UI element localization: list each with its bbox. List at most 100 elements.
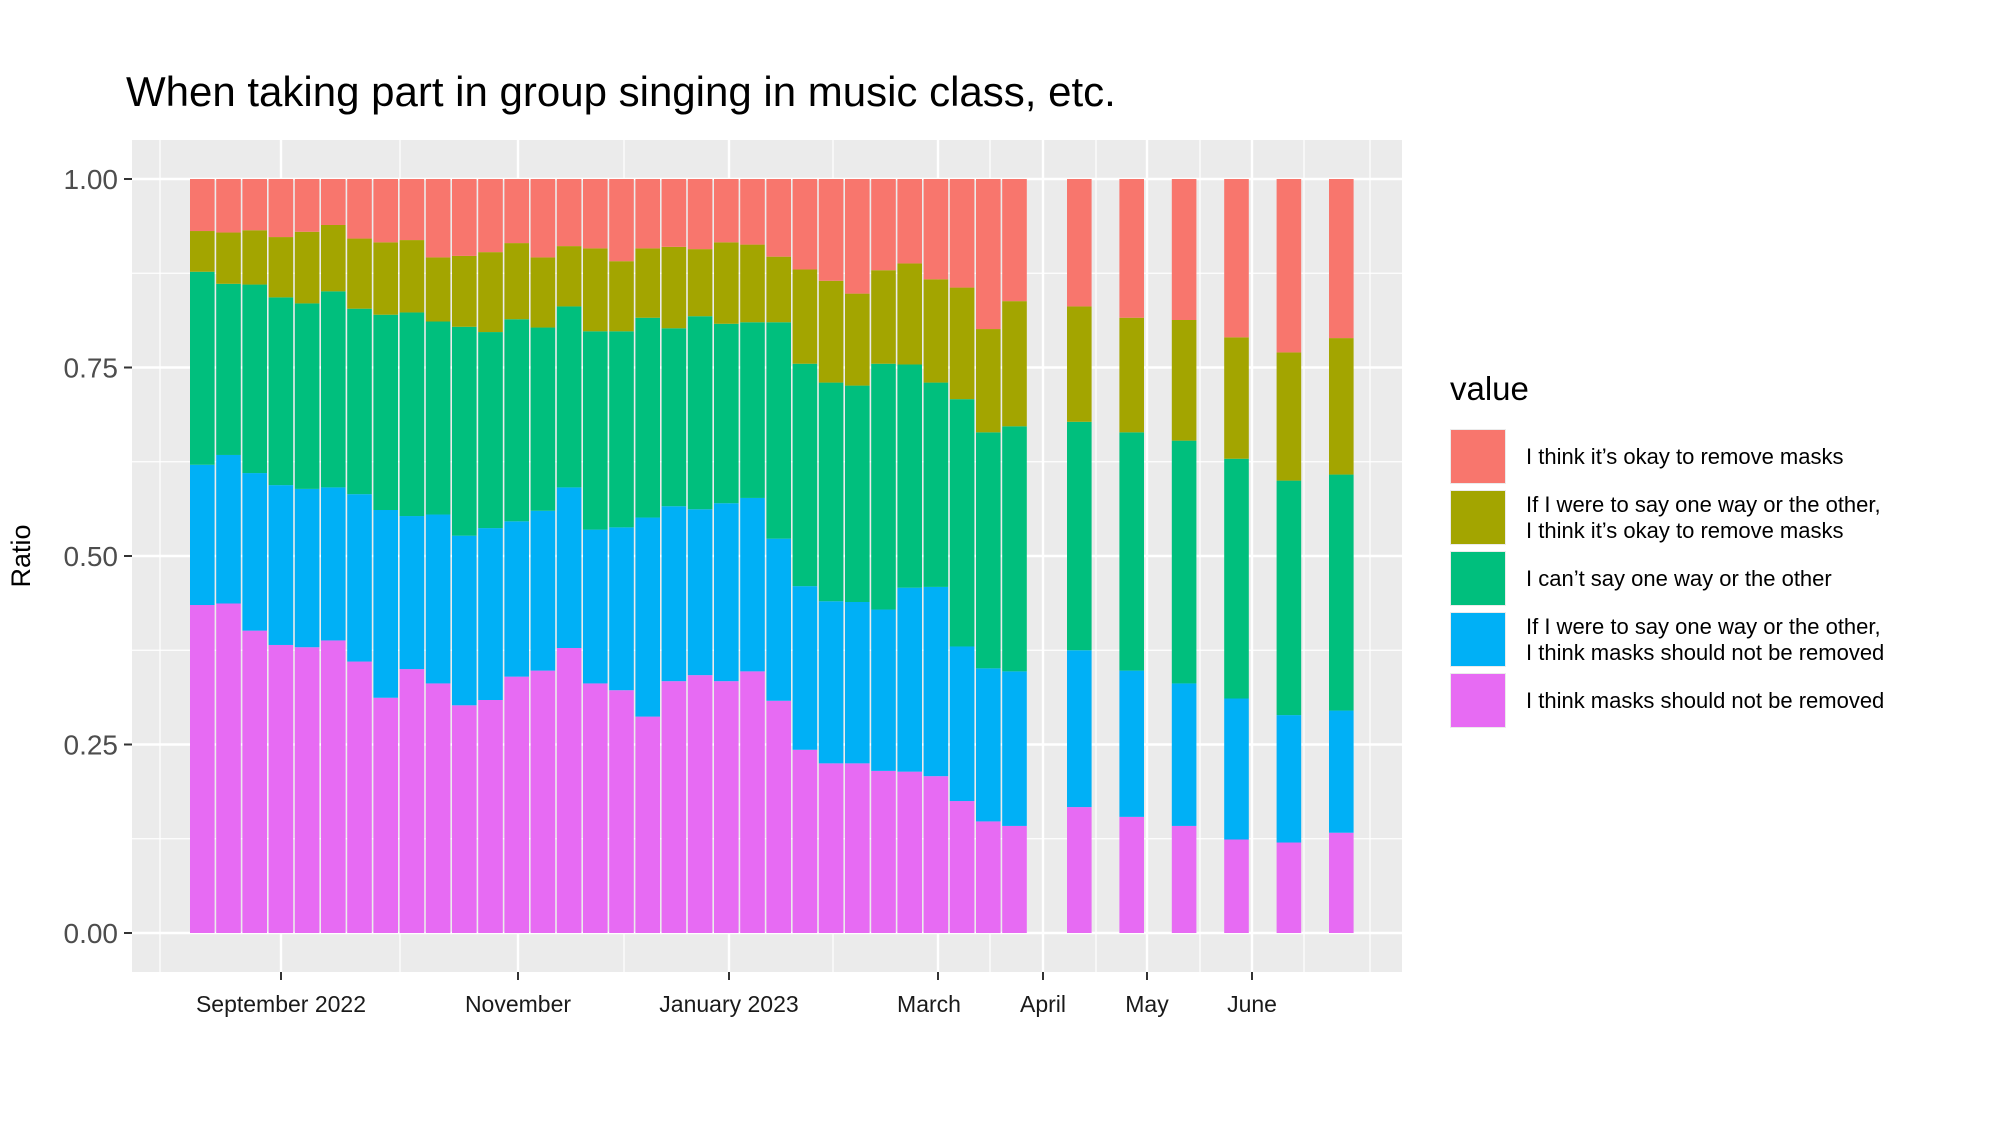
bar-segment — [871, 363, 896, 610]
bar-segment — [714, 503, 739, 682]
legend-key — [1450, 551, 1506, 606]
bar-segment — [923, 179, 949, 280]
bar-segment — [242, 284, 267, 474]
bar-segment — [818, 382, 844, 602]
x-tick-label: September 2022 — [196, 991, 366, 1017]
bar-segment — [294, 303, 320, 489]
bar-segment — [1329, 710, 1354, 833]
legend-item: If I were to say one way or the other, I… — [1450, 487, 1970, 548]
bar-segment — [609, 261, 634, 332]
bar-segment — [714, 179, 739, 243]
y-tick-label: 0.75 — [64, 353, 119, 384]
bar-segment — [583, 529, 608, 684]
bar-segment — [504, 521, 529, 677]
bar-segment — [1224, 698, 1249, 840]
bar-segment — [347, 179, 372, 239]
bar-segment — [897, 771, 922, 933]
bar-segment — [347, 308, 372, 495]
bar-segment — [321, 640, 346, 933]
bar-segment — [923, 586, 949, 777]
y-tick-label: 1.00 — [64, 164, 119, 195]
bar-segment — [190, 231, 215, 272]
bar-segment — [399, 179, 425, 241]
bar-segment — [740, 179, 765, 245]
bar-segment — [1329, 474, 1354, 711]
bar-segment — [425, 179, 451, 258]
bar-segment — [687, 249, 713, 317]
bar-segment — [740, 671, 765, 933]
bar-segment — [1067, 421, 1092, 651]
bar-segment — [1276, 480, 1302, 716]
bar-segment — [871, 270, 896, 364]
bar-segment — [1171, 683, 1197, 826]
bar-segment — [845, 601, 870, 764]
x-tick-label: April — [1020, 991, 1066, 1017]
bar-segment — [687, 179, 713, 250]
bar-segment — [294, 231, 320, 304]
bar-segment — [1067, 306, 1092, 422]
y-tick-label: 0.00 — [64, 918, 119, 949]
bar-segment — [190, 271, 215, 465]
bar-segment — [216, 232, 241, 284]
bar-segment — [216, 283, 241, 455]
bar-segment — [976, 432, 1001, 669]
bar-segment — [871, 609, 896, 771]
bar-segment — [190, 464, 215, 606]
bar-segment — [347, 238, 372, 309]
bar-segment — [373, 510, 398, 698]
bar-segment — [1171, 179, 1197, 320]
bar-segment — [321, 224, 346, 292]
bar-segment — [373, 314, 398, 511]
bar-segment — [268, 297, 294, 486]
bar-segment — [294, 647, 320, 933]
bar-segment — [818, 280, 844, 383]
bar-segment — [294, 488, 320, 648]
y-tick-label: 0.50 — [64, 541, 119, 572]
bar-segment — [583, 331, 608, 530]
bar-segment — [530, 257, 556, 328]
bar-segment — [949, 399, 975, 647]
legend-swatch — [1451, 552, 1505, 605]
bar-segment — [504, 319, 529, 522]
bar-segment — [294, 179, 320, 232]
bar-segment — [845, 179, 870, 294]
bar-segment — [740, 322, 765, 498]
bar-segment — [766, 538, 791, 701]
bar-segment — [976, 329, 1001, 433]
bar-segment — [425, 321, 451, 515]
bar-segment — [399, 669, 425, 933]
bar-segment — [1276, 179, 1302, 353]
bar-segment — [792, 749, 818, 933]
bar-segment — [923, 279, 949, 383]
bar-segment — [216, 603, 241, 933]
legend-label: I think masks should not be removed — [1526, 687, 1885, 713]
bar-segment — [976, 179, 1001, 330]
bar-segment — [923, 776, 949, 933]
bar-segment — [530, 179, 556, 258]
bar-segment — [583, 179, 608, 249]
bar-segment — [530, 510, 556, 671]
legend-swatch — [1451, 613, 1505, 666]
bar-segment — [268, 644, 294, 933]
legend-label: I think it’s okay to remove masks — [1526, 443, 1844, 469]
bar-segment — [556, 647, 582, 933]
bar-segment — [635, 517, 660, 717]
bar-segment — [609, 331, 634, 528]
bar-segment — [792, 586, 818, 750]
y-tick-label: 0.25 — [64, 730, 119, 761]
legend-item: If I were to say one way or the other, I… — [1450, 609, 1970, 670]
bar-segment — [1224, 458, 1249, 699]
bar-segment — [661, 246, 687, 329]
bar-segment — [845, 385, 870, 602]
bar-segment — [1276, 842, 1302, 933]
bar-segment — [871, 770, 896, 933]
chart-title: When taking part in group singing in mus… — [126, 68, 1116, 115]
bar-segment — [897, 263, 922, 365]
bar-segment — [635, 317, 660, 518]
bar-segment — [766, 256, 791, 323]
bar-segment — [478, 332, 503, 529]
bar-segment — [714, 681, 739, 933]
bar-segment — [425, 683, 451, 933]
bar-segment — [976, 668, 1001, 822]
bar-segment — [897, 364, 922, 588]
